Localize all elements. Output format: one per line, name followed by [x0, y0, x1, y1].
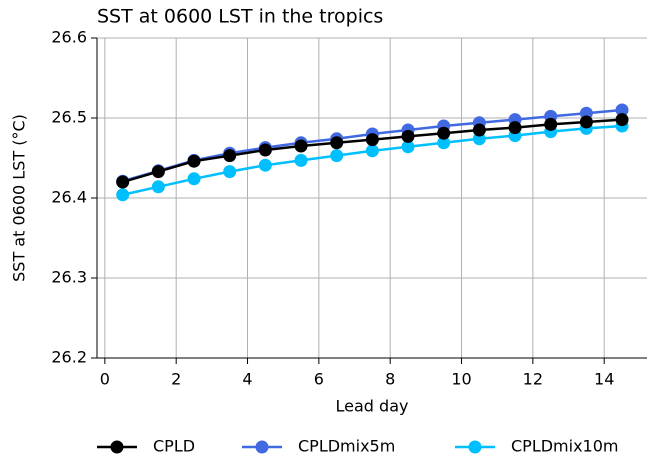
point: [401, 140, 415, 154]
x-tick-label: 4: [242, 370, 252, 389]
x-axis-label: Lead day: [336, 397, 409, 416]
point: [151, 165, 165, 179]
x-tick-label: 8: [385, 370, 395, 389]
legend-label: CPLDmix5m: [298, 437, 395, 456]
point: [472, 123, 486, 137]
x-tick-label: 14: [594, 370, 614, 389]
point: [365, 144, 379, 158]
point: [294, 153, 308, 167]
chart-title: SST at 0600 LST in the tropics: [97, 6, 383, 28]
legend-label: CPLD: [153, 437, 195, 456]
point: [258, 143, 272, 157]
point: [294, 139, 308, 153]
legend-marker: [110, 440, 124, 454]
point: [615, 103, 629, 117]
legend-label: CPLDmix10m: [511, 437, 619, 456]
point: [258, 158, 272, 172]
x-tick-label: 10: [451, 370, 471, 389]
point: [223, 149, 237, 163]
point: [330, 149, 344, 163]
y-tick-label: 26.4: [51, 188, 87, 207]
point: [116, 188, 130, 202]
point: [579, 115, 593, 129]
x-tick-label: 0: [100, 370, 110, 389]
point: [151, 180, 165, 194]
legend-marker: [468, 440, 482, 454]
point: [437, 136, 451, 150]
point: [615, 113, 629, 127]
legend-marker: [255, 440, 269, 454]
x-tick-label: 6: [314, 370, 324, 389]
point: [544, 117, 558, 131]
point: [116, 175, 130, 189]
point: [437, 126, 451, 140]
point: [187, 154, 201, 168]
y-tick-label: 26.6: [51, 28, 87, 47]
point: [187, 172, 201, 186]
point: [365, 133, 379, 147]
x-tick-label: 12: [523, 370, 543, 389]
y-tick-label: 26.3: [51, 268, 87, 287]
y-axis-label: SST at 0600 LST (°C): [10, 114, 29, 282]
point: [401, 129, 415, 143]
y-tick-label: 26.2: [51, 348, 87, 367]
y-tick-label: 26.5: [51, 108, 87, 127]
x-tick-label: 2: [171, 370, 181, 389]
point: [223, 165, 237, 179]
point: [330, 136, 344, 150]
point: [508, 121, 522, 135]
